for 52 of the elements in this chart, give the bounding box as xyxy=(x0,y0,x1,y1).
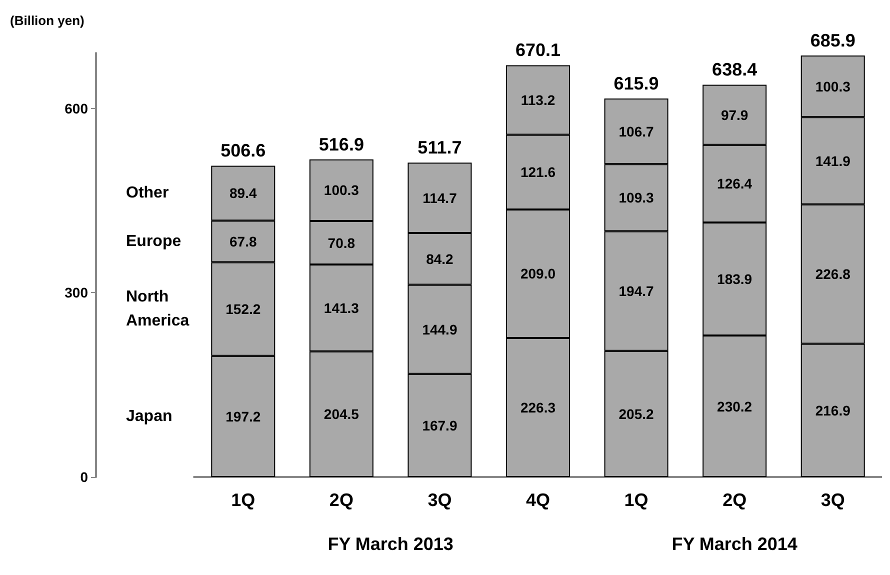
data-label: 84.2 xyxy=(426,250,454,267)
data-label: 106.7 xyxy=(618,123,654,140)
data-label: 230.2 xyxy=(717,398,752,414)
series-label: Europe xyxy=(126,232,182,250)
data-label: 216.9 xyxy=(815,402,851,418)
data-label: 67.8 xyxy=(230,233,257,250)
data-label: 141.9 xyxy=(815,152,851,169)
y-tick-label: 0 xyxy=(80,469,88,485)
y-tick-label: 300 xyxy=(64,284,88,301)
text: FY March 2013 xyxy=(328,534,454,554)
data-label: 167.9 xyxy=(422,417,458,434)
data-label: 126.4 xyxy=(717,176,752,192)
data-label: 183.9 xyxy=(717,271,752,288)
data-label: 89.4 xyxy=(230,185,257,202)
total-label: 506.6 xyxy=(220,140,266,161)
text: Japan xyxy=(126,408,172,425)
data-label: 114.7 xyxy=(422,190,458,206)
total-label: 511.7 xyxy=(418,138,462,158)
series-label: North America xyxy=(126,288,190,330)
data-label: 97.9 xyxy=(720,106,748,123)
data-label: 113.2 xyxy=(520,92,556,108)
total-label: 685.9 xyxy=(810,30,856,51)
data-label: 144.9 xyxy=(422,321,458,338)
data-label: 194.7 xyxy=(618,283,654,300)
data-label: 204.5 xyxy=(324,406,360,422)
total-label: 638.4 xyxy=(712,60,758,80)
x-tick-label: 3Q xyxy=(820,490,845,510)
data-label: 100.3 xyxy=(324,182,360,198)
data-label: 205.2 xyxy=(618,406,654,422)
total-label: 615.9 xyxy=(614,74,659,94)
text: Other xyxy=(126,184,169,202)
x-tick-label: 4Q xyxy=(526,490,550,510)
x-tick-label: 3Q xyxy=(428,490,452,510)
total-label: 670.1 xyxy=(515,40,561,60)
total-label: 516.9 xyxy=(318,134,364,154)
data-label: 109.3 xyxy=(618,190,654,206)
x-tick-label: 2Q xyxy=(722,490,747,510)
data-label: 197.2 xyxy=(226,408,261,424)
y-axis-title: (Billion yen) xyxy=(10,13,84,28)
data-label: 100.3 xyxy=(815,78,851,94)
y-tick-label: 600 xyxy=(64,100,88,116)
text: FY March 2014 xyxy=(672,534,798,554)
data-label: 209.0 xyxy=(520,266,556,282)
data-label: 152.2 xyxy=(226,301,261,318)
x-tick-label: 2Q xyxy=(329,490,354,510)
x-tick-label: 1Q xyxy=(231,490,256,510)
x-tick-label: 1Q xyxy=(624,490,648,510)
data-label: 141.3 xyxy=(324,300,360,316)
data-label: 226.8 xyxy=(815,266,851,282)
data-label: 121.6 xyxy=(520,164,556,180)
data-label: 70.8 xyxy=(328,234,356,251)
data-label: 226.3 xyxy=(520,399,556,416)
